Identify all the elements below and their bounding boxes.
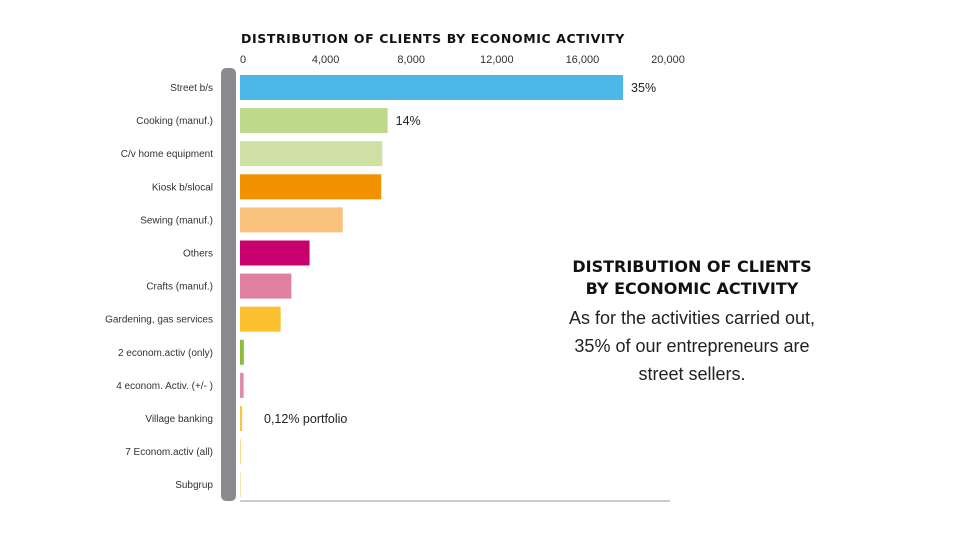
category-label: C/v home equipment	[121, 149, 213, 160]
bar	[240, 108, 388, 134]
bar	[240, 207, 343, 233]
side-body-line-1: As for the activities carried out,	[568, 308, 816, 328]
axis-band	[221, 68, 236, 501]
category-label: 4 econom. Activ. (+/- )	[116, 381, 213, 392]
category-label: Subgrup	[175, 480, 213, 491]
x-tick-label: 12,000	[480, 54, 514, 66]
side-title-line-1: DISTRIBUTION OF CLIENTS	[572, 257, 812, 276]
bar-annotation: 35%	[631, 81, 656, 95]
bar	[240, 306, 281, 332]
side-panel: DISTRIBUTION OF CLIENTS BY ECONOMIC ACTI…	[540, 256, 844, 388]
side-panel-title: DISTRIBUTION OF CLIENTS BY ECONOMIC ACTI…	[540, 256, 844, 300]
bar	[240, 240, 310, 266]
side-body-line-3: street sellers.	[638, 364, 746, 384]
x-axis-ticks: 0 4,000 8,000 12,000 16,000 20,000	[240, 54, 685, 66]
bars	[240, 75, 624, 498]
category-label: Sewing (manuf.)	[140, 215, 213, 226]
bar	[240, 174, 382, 200]
bar	[240, 439, 241, 465]
bar	[240, 339, 244, 365]
category-labels: Street b/s Cooking (manuf.) C/v home equip…	[105, 83, 213, 491]
bar-annotation: 0,12% portfolio	[264, 412, 347, 426]
category-label: 2 econom.activ (only)	[118, 348, 213, 359]
side-body-line-2: 35% of our entrepreneurs are	[574, 336, 810, 356]
category-label: Gardening, gas services	[105, 315, 213, 326]
bar-annotation: 14%	[396, 114, 421, 128]
bar	[240, 372, 244, 398]
chart-title: DISTRIBUTION OF CLIENTS BY ECONOMIC ACTI…	[241, 31, 625, 46]
category-label: Kiosk b/slocal	[152, 182, 213, 193]
category-label: Street b/s	[170, 83, 213, 94]
bar-annotations: 35% 14% 0,12% portfolio	[264, 81, 656, 426]
category-label: Cooking (manuf.)	[136, 116, 213, 127]
x-tick-label: 4,000	[312, 54, 340, 66]
side-title-line-2: BY ECONOMIC ACTIVITY	[585, 279, 799, 298]
category-label: Village banking	[145, 414, 213, 425]
x-tick-label: 16,000	[566, 54, 600, 66]
bar	[240, 75, 624, 100]
bar	[240, 273, 292, 299]
bar	[240, 406, 243, 431]
bar	[240, 141, 383, 167]
x-tick-label: 20,000	[651, 54, 685, 66]
category-label: 7 Econom.activ (all)	[125, 447, 213, 458]
side-panel-body: As for the activities carried out, 35% o…	[540, 304, 844, 388]
category-label: Others	[183, 249, 213, 260]
x-tick-label: 8,000	[397, 54, 425, 66]
x-tick-label: 0	[240, 54, 246, 66]
category-label: Crafts (manuf.)	[146, 282, 213, 293]
bar	[240, 472, 241, 498]
